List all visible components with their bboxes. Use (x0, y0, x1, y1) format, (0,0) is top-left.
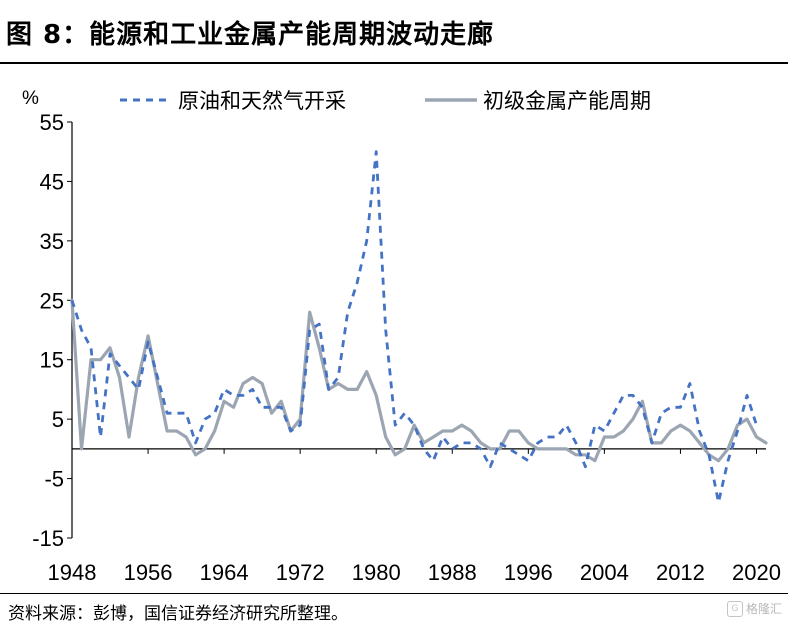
x-tick-label: 1972 (276, 560, 325, 585)
figure-title: 图 8：能源和工业金属产能周期波动走廊 (6, 20, 495, 50)
x-tick-label: 2004 (580, 560, 629, 585)
source-divider (0, 593, 788, 594)
figure-header: 图 8：能源和工业金属产能周期波动走廊 (0, 0, 788, 64)
y-tick-label: 55 (40, 110, 64, 135)
watermark-text: 格隆汇 (745, 602, 782, 616)
legend-label-1: 原油和天然气开采 (178, 89, 346, 113)
x-tick-label: 1964 (200, 560, 249, 585)
chart-legend: 原油和天然气开采 初级金属产能周期 (120, 89, 651, 113)
y-unit-label: % (22, 88, 39, 109)
x-tick-label: 1980 (352, 560, 401, 585)
y-tick-label: -15 (32, 526, 64, 551)
x-tick-label: 1996 (504, 560, 553, 585)
x-tick-label: 1956 (124, 560, 173, 585)
x-tick-label: 2012 (656, 560, 705, 585)
y-tick-label: 5 (52, 407, 64, 432)
series-line-1 (70, 150, 758, 504)
line-chart: 原油和天然气开采 初级金属产能周期 %55 45 35 25 15 5 -5 -15 1948 19… (22, 88, 781, 585)
watermark: G 格隆汇 (726, 600, 782, 617)
y-tick-label: 25 (40, 288, 64, 313)
x-tick-label: 2020 (732, 560, 781, 585)
series-line-2 (70, 298, 768, 463)
y-tick-label: 15 (40, 348, 64, 373)
chart-area: 原油和天然气开采 初级金属产能周期 % 55 45 35 25 15 5 -5 -15 1948 19… (0, 64, 788, 592)
legend-label-2: 初级金属产能周期 (483, 89, 651, 113)
y-tick-label: 35 (40, 229, 64, 254)
x-tick-label: 1948 (48, 560, 97, 585)
chart-axes: %55 45 35 25 15 5 -5 -15 1948 1956 1964 1972 1980 198… (22, 88, 781, 585)
y-tick-label: -5 (44, 467, 64, 492)
source-note: 资料来源：彭博，国信证券经济研究所整理。 (8, 604, 348, 624)
y-tick-label: 45 (40, 169, 64, 194)
x-tick-label: 1988 (428, 560, 477, 585)
title-divider (0, 62, 788, 64)
watermark-logo-icon: G (726, 600, 743, 617)
chart-series (70, 150, 768, 504)
